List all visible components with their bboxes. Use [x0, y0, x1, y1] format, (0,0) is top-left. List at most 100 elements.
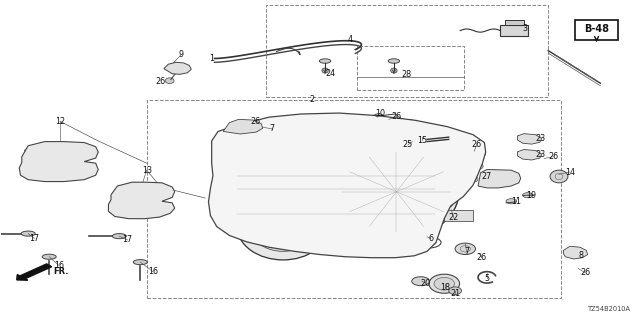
- Bar: [147, 100, 561, 298]
- Text: 5: 5: [484, 274, 490, 283]
- Text: FR.: FR.: [54, 267, 69, 276]
- Text: 8: 8: [579, 251, 584, 260]
- Ellipse shape: [216, 217, 227, 223]
- Ellipse shape: [353, 116, 364, 122]
- Ellipse shape: [455, 243, 476, 254]
- Text: 26: 26: [548, 152, 558, 161]
- Ellipse shape: [133, 260, 147, 265]
- Ellipse shape: [434, 277, 454, 290]
- Bar: [505, 20, 524, 25]
- Ellipse shape: [404, 119, 414, 126]
- Bar: [500, 25, 529, 36]
- Polygon shape: [19, 142, 99, 181]
- Text: 14: 14: [564, 168, 575, 177]
- Ellipse shape: [550, 170, 568, 183]
- Text: 11: 11: [511, 197, 521, 206]
- Ellipse shape: [468, 176, 478, 182]
- Ellipse shape: [250, 202, 316, 252]
- Text: 17: 17: [29, 234, 40, 243]
- Ellipse shape: [322, 68, 328, 73]
- Ellipse shape: [442, 201, 452, 208]
- Polygon shape: [478, 170, 521, 188]
- Polygon shape: [108, 182, 175, 219]
- Ellipse shape: [172, 66, 184, 72]
- Text: 12: 12: [55, 117, 65, 126]
- Text: 25: 25: [403, 140, 413, 149]
- Text: 26: 26: [250, 117, 260, 126]
- Text: 26: 26: [472, 140, 482, 149]
- Text: 22: 22: [449, 213, 459, 222]
- Ellipse shape: [424, 233, 435, 239]
- Text: 21: 21: [450, 289, 460, 298]
- Polygon shape: [164, 62, 191, 74]
- Text: 10: 10: [375, 108, 385, 117]
- Ellipse shape: [210, 201, 220, 208]
- Text: 27: 27: [482, 172, 492, 181]
- Ellipse shape: [506, 199, 516, 204]
- Ellipse shape: [442, 128, 452, 135]
- Ellipse shape: [36, 150, 82, 173]
- Ellipse shape: [302, 118, 312, 124]
- Text: 7: 7: [464, 247, 469, 256]
- Ellipse shape: [413, 247, 424, 253]
- Ellipse shape: [129, 195, 152, 206]
- Text: 26: 26: [156, 77, 166, 86]
- Text: 6: 6: [428, 234, 433, 243]
- Ellipse shape: [236, 123, 248, 130]
- Text: 4: 4: [348, 35, 353, 44]
- Bar: [266, 5, 548, 97]
- FancyArrow shape: [17, 264, 52, 280]
- Text: 23: 23: [536, 150, 545, 159]
- Text: 24: 24: [325, 69, 335, 78]
- Text: 3: 3: [523, 24, 528, 33]
- Text: 15: 15: [417, 136, 427, 145]
- Ellipse shape: [449, 287, 461, 294]
- Ellipse shape: [468, 138, 478, 144]
- Ellipse shape: [344, 153, 449, 230]
- Ellipse shape: [429, 274, 460, 293]
- Ellipse shape: [165, 78, 174, 84]
- Ellipse shape: [265, 214, 301, 239]
- Ellipse shape: [121, 191, 159, 210]
- Text: 19: 19: [527, 191, 536, 200]
- Text: 16: 16: [54, 261, 64, 270]
- Ellipse shape: [455, 188, 465, 195]
- Text: 1: 1: [209, 54, 214, 63]
- Text: 23: 23: [536, 134, 545, 143]
- Ellipse shape: [476, 150, 486, 157]
- Polygon shape: [518, 134, 541, 144]
- Text: B-48: B-48: [584, 24, 609, 34]
- Text: 18: 18: [440, 283, 450, 292]
- Ellipse shape: [412, 277, 429, 286]
- Polygon shape: [518, 149, 541, 160]
- Ellipse shape: [523, 193, 533, 198]
- Ellipse shape: [319, 59, 331, 63]
- Bar: [575, 20, 618, 40]
- Ellipse shape: [388, 59, 399, 63]
- Ellipse shape: [226, 138, 236, 144]
- Text: 26: 26: [580, 268, 590, 277]
- Bar: [357, 46, 464, 90]
- Ellipse shape: [45, 155, 73, 169]
- Text: 9: 9: [179, 50, 184, 59]
- Text: 16: 16: [148, 267, 158, 276]
- Ellipse shape: [251, 128, 261, 135]
- Polygon shape: [223, 119, 262, 134]
- Text: 2: 2: [310, 95, 315, 104]
- Text: 13: 13: [141, 166, 152, 175]
- Ellipse shape: [334, 145, 459, 239]
- Ellipse shape: [473, 163, 483, 170]
- Text: 28: 28: [401, 70, 412, 79]
- Ellipse shape: [391, 68, 397, 73]
- Ellipse shape: [112, 234, 126, 239]
- Text: 7: 7: [269, 124, 275, 133]
- Text: 26: 26: [477, 253, 487, 262]
- Bar: [444, 210, 473, 221]
- Ellipse shape: [21, 231, 35, 236]
- Ellipse shape: [433, 217, 443, 223]
- Text: 26: 26: [392, 112, 401, 121]
- Text: 17: 17: [122, 236, 132, 244]
- Ellipse shape: [237, 193, 329, 260]
- Polygon shape: [563, 246, 588, 259]
- Text: 20: 20: [420, 279, 431, 288]
